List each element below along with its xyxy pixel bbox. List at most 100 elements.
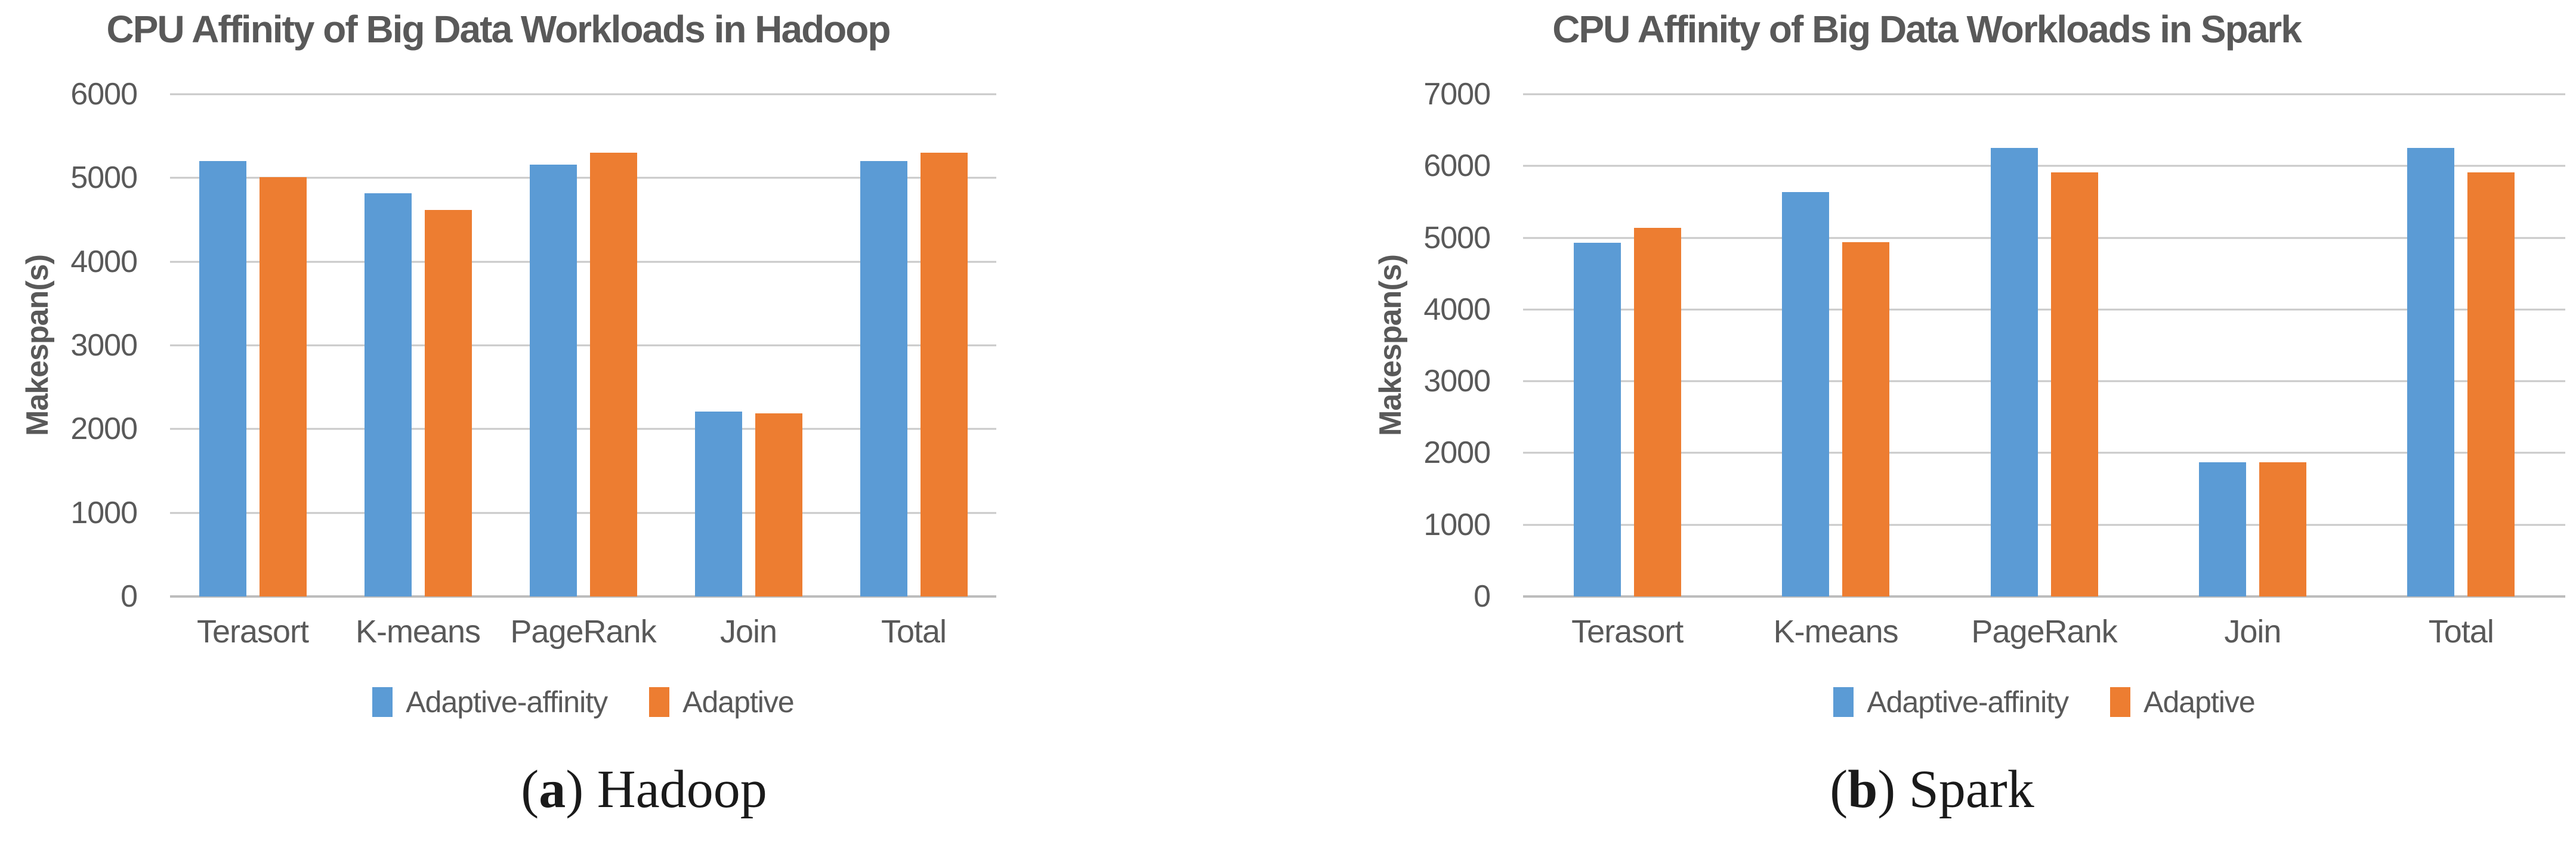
gridline-hadoop-2000 — [170, 428, 996, 430]
gridline-spark-7000 — [1523, 93, 2565, 95]
bar-group-hadoop-join — [666, 94, 831, 596]
bar-spark-pagerank-adaptive — [2050, 172, 2098, 596]
bar-hadoop-k-means-adaptive-affinity — [364, 193, 412, 596]
y-tick-label-spark-1000: 1000 — [1423, 507, 1491, 542]
bar-spark-terasort-adaptive-affinity — [1573, 243, 1621, 596]
gridline-hadoop-0 — [170, 595, 996, 598]
y-tick-label-hadoop-3000: 3000 — [70, 328, 138, 363]
bar-group-spark-k-means — [1731, 94, 1939, 596]
bar-spark-k-means-adaptive-affinity — [1782, 191, 1830, 596]
x-axis-label-hadoop-terasort: Terasort — [196, 614, 309, 650]
bar-group-hadoop-pagerank — [501, 94, 666, 596]
y-tick-label-spark-0: 0 — [1474, 579, 1491, 614]
legend-swatch-adaptive-affinity-icon — [1833, 687, 1854, 717]
spark-legend: Adaptive-affinity Adaptive — [1523, 685, 2565, 719]
spark-caption-letter: b — [1848, 760, 1878, 819]
spark-caption-open-paren: ( — [1830, 760, 1848, 819]
bar-hadoop-terasort-adaptive-affinity — [199, 161, 246, 596]
legend-swatch-adaptive-affinity-icon — [372, 687, 393, 717]
hadoop-chart-panel: CPU Affinity of Big Data Workloads in Ha… — [0, 8, 1288, 820]
spark-chart-title: CPU Affinity of Big Data Workloads in Sp… — [1552, 8, 2302, 51]
gridline-hadoop-5000 — [170, 177, 996, 179]
bar-spark-join-adaptive-affinity — [2198, 462, 2246, 596]
y-tick-label-hadoop-4000: 4000 — [70, 244, 138, 279]
legend-label-hadoop-adaptive: Adaptive — [682, 685, 795, 719]
legend-label-hadoop-adaptive-affinity: Adaptive-affinity — [406, 685, 608, 719]
gridline-hadoop-4000 — [170, 261, 996, 263]
x-axis-label-spark-join: Join — [2224, 614, 2281, 650]
hadoop-caption-letter: a — [539, 760, 566, 819]
gridline-spark-1000 — [1523, 524, 2565, 526]
y-tick-label-spark-7000: 7000 — [1423, 77, 1491, 112]
bar-spark-pagerank-adaptive-affinity — [1990, 148, 2038, 596]
bar-group-spark-total — [2357, 94, 2565, 596]
legend-swatch-adaptive-icon — [649, 687, 670, 717]
hadoop-x-axis-labels: Terasort K-means PageRank Join Total — [170, 613, 996, 650]
bar-spark-terasort-adaptive — [1633, 227, 1681, 596]
bar-hadoop-join-adaptive-affinity — [694, 411, 742, 596]
hadoop-caption-close-paren: ) — [566, 760, 597, 819]
legend-item-spark-adaptive: Adaptive — [2110, 685, 2256, 719]
bar-spark-total-adaptive — [2467, 172, 2515, 596]
gridline-hadoop-1000 — [170, 512, 996, 514]
gridline-hadoop-6000 — [170, 93, 996, 95]
y-tick-label-hadoop-2000: 2000 — [70, 412, 138, 447]
bar-groups-hadoop — [170, 94, 996, 596]
bar-hadoop-k-means-adaptive — [424, 209, 472, 596]
spark-caption-label: Spark — [1908, 760, 2034, 819]
y-tick-label-spark-4000: 4000 — [1423, 292, 1491, 327]
bar-group-hadoop-terasort — [170, 94, 335, 596]
gridline-spark-0 — [1523, 595, 2565, 598]
bar-group-spark-pagerank — [1940, 94, 2148, 596]
hadoop-caption-open-paren: ( — [521, 760, 539, 819]
hadoop-caption: (a) Hadoop — [0, 759, 1288, 820]
y-tick-label-spark-5000: 5000 — [1423, 220, 1491, 255]
spark-x-axis-labels: Terasort K-means PageRank Join Total — [1523, 613, 2565, 650]
y-tick-label-hadoop-0: 0 — [121, 579, 138, 614]
gridline-spark-4000 — [1523, 308, 2565, 311]
x-axis-label-hadoop-join: Join — [719, 614, 777, 650]
bar-hadoop-pagerank-adaptive — [589, 153, 637, 596]
bar-spark-total-adaptive-affinity — [2407, 148, 2455, 596]
legend-item-spark-adaptive-affinity: Adaptive-affinity — [1833, 685, 2069, 719]
hadoop-y-axis-tick-labels: 0 1000 2000 3000 4000 5000 6000 — [0, 79, 138, 612]
bar-group-hadoop-total — [831, 94, 996, 596]
y-tick-label-spark-2000: 2000 — [1423, 435, 1491, 471]
x-axis-label-spark-terasort: Terasort — [1571, 614, 1684, 650]
y-tick-label-hadoop-6000: 6000 — [70, 77, 138, 112]
gridline-hadoop-3000 — [170, 344, 996, 347]
bar-group-spark-join — [2148, 94, 2356, 596]
bar-group-hadoop-k-means — [335, 94, 501, 596]
x-axis-label-hadoop-pagerank: PageRank — [510, 614, 656, 650]
spark-plot-area — [1523, 93, 2565, 598]
legend-item-hadoop-adaptive-affinity: Adaptive-affinity — [372, 685, 608, 719]
y-tick-label-hadoop-5000: 5000 — [70, 160, 138, 196]
legend-swatch-adaptive-icon — [2110, 687, 2131, 717]
bar-groups-spark — [1523, 94, 2565, 596]
x-axis-label-spark-k-means: K-means — [1773, 614, 1899, 650]
x-axis-label-hadoop-total: Total — [881, 614, 947, 650]
y-tick-label-spark-3000: 3000 — [1423, 364, 1491, 399]
hadoop-chart-title: CPU Affinity of Big Data Workloads in Ha… — [106, 8, 891, 51]
bar-spark-join-adaptive — [2259, 462, 2306, 596]
x-axis-label-spark-pagerank: PageRank — [1971, 614, 2117, 650]
gridline-spark-5000 — [1523, 237, 2565, 239]
bar-group-spark-terasort — [1523, 94, 1731, 596]
bar-hadoop-terasort-adaptive — [259, 177, 307, 596]
gridline-spark-2000 — [1523, 452, 2565, 454]
legend-label-spark-adaptive: Adaptive — [2143, 685, 2256, 719]
x-axis-label-spark-total: Total — [2428, 614, 2494, 650]
bar-hadoop-join-adaptive — [755, 413, 802, 596]
x-axis-label-hadoop-k-means: K-means — [355, 614, 481, 650]
spark-caption: (b) Spark — [1288, 759, 2576, 820]
y-tick-label-spark-6000: 6000 — [1423, 149, 1491, 184]
hadoop-plot-area — [170, 93, 996, 598]
hadoop-caption-label: Hadoop — [597, 760, 767, 819]
spark-y-axis-tick-labels: 0 1000 2000 3000 4000 5000 6000 7000 — [1288, 79, 1491, 612]
bar-hadoop-total-adaptive-affinity — [860, 161, 907, 596]
gridline-spark-6000 — [1523, 165, 2565, 167]
spark-caption-close-paren: ) — [1877, 760, 1909, 819]
gridline-spark-3000 — [1523, 380, 2565, 382]
bar-hadoop-total-adaptive — [920, 153, 968, 596]
